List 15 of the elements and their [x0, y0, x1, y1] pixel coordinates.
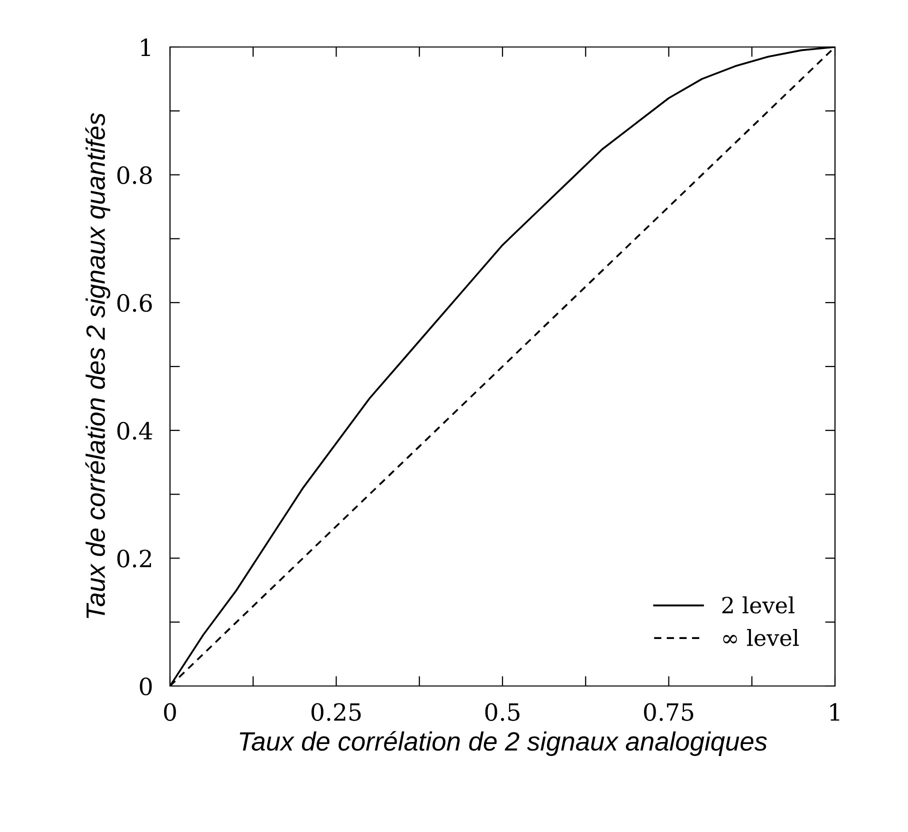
y-tick-label: 0.6	[117, 294, 152, 312]
x-tick-label: 0.25	[312, 703, 361, 721]
x-tick-label: 0.75	[644, 703, 694, 721]
y-axis-title: Taux de corrélation des 2 signaux quantifés	[85, 112, 110, 618]
legend-label: ∞ level	[723, 628, 799, 646]
x-axis-title: Taux de corrélation de 2 signaux analogiques	[240, 731, 768, 756]
x-tick-label: 0.5	[485, 703, 520, 721]
y-tick-label: 0	[140, 677, 152, 696]
legend-label: 2 level	[722, 596, 794, 614]
y-tick-label: 1	[141, 38, 150, 56]
y-tick-label: 0.2	[117, 550, 152, 568]
x-tick-label: 0	[164, 703, 176, 721]
x-tick-label: 1	[830, 703, 840, 721]
y-tick-label: 0.8	[117, 166, 152, 184]
y-tick-label: 0.4	[117, 422, 152, 440]
